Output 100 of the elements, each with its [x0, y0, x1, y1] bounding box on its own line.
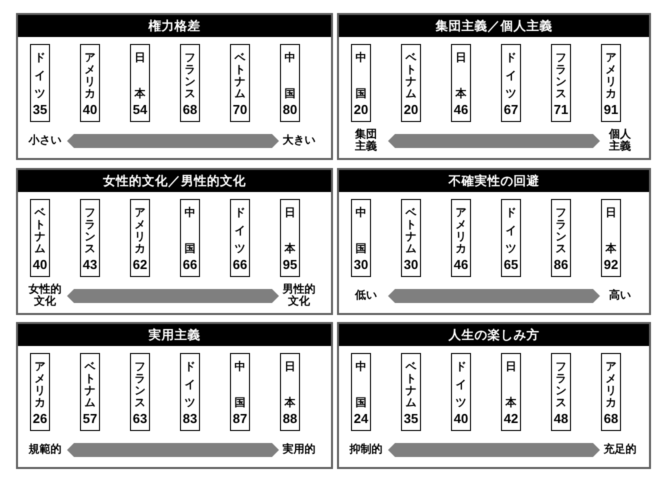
data-label: 87 — [232, 411, 248, 426]
card: ベトナム 70 — [230, 44, 250, 122]
card: 中国 20 — [351, 44, 371, 122]
text: 規範的 — [28, 443, 62, 456]
card: アメリカ 62 — [130, 199, 150, 277]
data-label: 68 — [182, 102, 198, 117]
data-label: 95 — [282, 257, 298, 272]
category-label: アメリカ — [456, 206, 466, 254]
data-label: 40 — [452, 411, 470, 426]
category-label: ドイツ — [184, 360, 196, 408]
card: ドイツ 65 — [501, 199, 521, 277]
category-label: フランス — [84, 206, 96, 254]
card: ドイツ 66 — [230, 199, 250, 277]
text: 小さい — [28, 134, 62, 146]
data-label: 65 — [502, 257, 520, 272]
card: フランス 68 — [180, 44, 200, 122]
data-label: 57 — [82, 411, 98, 426]
card: 日本 92 — [601, 199, 621, 277]
data-label: 48 — [552, 411, 570, 426]
category-label: アメリカ — [606, 360, 616, 408]
data-label: 42 — [502, 411, 520, 426]
category-label: ドイツ — [506, 206, 516, 254]
text: 実用的 — [282, 443, 316, 456]
category-label: ドイツ — [234, 206, 246, 254]
category-label: フランス — [556, 206, 566, 254]
category-label: フランス — [556, 360, 566, 408]
card: 中国 66 — [180, 199, 200, 277]
card: ドイツ 40 — [451, 353, 471, 431]
data-label: 71 — [552, 102, 570, 117]
data-label: 30 — [402, 257, 420, 272]
data-label: 35 — [32, 102, 48, 117]
text: 男性的文化 — [282, 282, 316, 308]
card: 中国 87 — [230, 353, 250, 431]
card: 日本 42 — [501, 353, 521, 431]
data-label: 54 — [132, 102, 148, 117]
category-label: フランス — [556, 52, 566, 100]
data-label: 24 — [352, 411, 370, 426]
category-label: アメリカ — [34, 360, 46, 408]
text: 大きい — [282, 134, 316, 146]
card: フランス 43 — [80, 199, 100, 277]
data-label: 30 — [352, 257, 370, 272]
category-label: ベトナム — [34, 206, 46, 254]
data-label: 66 — [182, 257, 198, 272]
text: 集団主義／個人主義 — [436, 19, 552, 33]
category-label: ベトナム — [84, 360, 96, 408]
card: ベトナム 57 — [80, 353, 100, 431]
card: 中国 24 — [351, 353, 371, 431]
category-label: アメリカ — [134, 206, 146, 254]
text: 充足的 — [604, 443, 636, 456]
text: 抑制的 — [350, 443, 382, 456]
card: ベトナム 30 — [401, 199, 421, 277]
text: 人生の楽しみ方 — [448, 328, 540, 342]
category-label: ベトナム — [406, 206, 416, 254]
data-label: 92 — [602, 257, 620, 272]
category-label: ベトナム — [234, 52, 246, 100]
category-label: ベトナム — [406, 52, 416, 100]
category-label: ドイツ — [34, 52, 46, 100]
data-label: 66 — [232, 257, 248, 272]
card: 日本 88 — [280, 353, 300, 431]
category-label: フランス — [134, 360, 146, 408]
card: 中国 80 — [280, 44, 300, 122]
text: 権力格差 — [148, 19, 200, 33]
data-label: 67 — [502, 102, 520, 117]
card: 日本 46 — [451, 44, 471, 122]
text: 高い — [609, 289, 631, 302]
data-label: 70 — [232, 102, 248, 117]
category-label: アメリカ — [84, 52, 96, 100]
text: 女性的文化／男性的文化 — [103, 174, 246, 188]
text: 実用主義 — [148, 328, 200, 342]
card: 日本 54 — [130, 44, 150, 122]
card: フランス 48 — [551, 353, 571, 431]
card: ベトナム 35 — [401, 353, 421, 431]
card: フランス 63 — [130, 353, 150, 431]
text: 不確実性の回避 — [448, 174, 540, 188]
category-label: ドイツ — [456, 360, 466, 408]
text: 女性的文化 — [28, 282, 62, 308]
data-label: 40 — [32, 257, 48, 272]
card: アメリカ 68 — [601, 353, 621, 431]
data-label: 86 — [552, 257, 570, 272]
card: アメリカ 91 — [601, 44, 621, 122]
data-label: 83 — [182, 411, 198, 426]
data-label: 20 — [352, 102, 370, 117]
data-label: 20 — [402, 102, 420, 117]
data-label: 68 — [602, 411, 620, 426]
text: 集団主義 — [355, 128, 377, 152]
category-label: ドイツ — [506, 52, 516, 100]
data-label: 26 — [32, 411, 48, 426]
data-label: 46 — [452, 257, 470, 272]
data-label: 91 — [602, 102, 620, 117]
text: 低い — [355, 289, 377, 302]
card: ベトナム 40 — [30, 199, 50, 277]
category-label: アメリカ — [606, 52, 616, 100]
card: アメリカ 46 — [451, 199, 471, 277]
data-label: 88 — [282, 411, 298, 426]
card: ベトナム 20 — [401, 44, 421, 122]
card: 中国 30 — [351, 199, 371, 277]
card: ドイツ 35 — [30, 44, 50, 122]
card: 日本 95 — [280, 199, 300, 277]
data-label: 35 — [402, 411, 420, 426]
card: アメリカ 26 — [30, 353, 50, 431]
